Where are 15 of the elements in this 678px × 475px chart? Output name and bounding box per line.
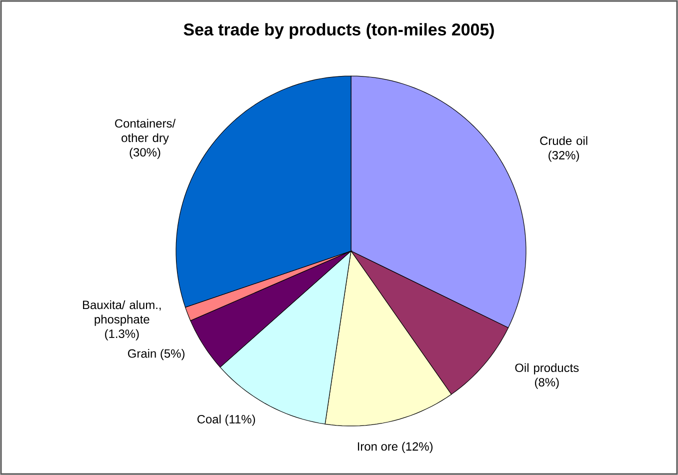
data-label: (11%) (225, 414, 256, 426)
data-label: (8%) (534, 378, 559, 389)
data-label: (32%) (548, 150, 579, 162)
slice-label: Crude oil (540, 136, 588, 145)
slice-label: Coal (197, 414, 221, 424)
data-label: (1.3%) (105, 329, 139, 340)
slice-label: Oil products (515, 363, 579, 374)
data-label: (30%) (130, 148, 160, 159)
data-label: (12%) (402, 442, 433, 454)
slice-label: Bauxita/ alum., phosphate (83, 300, 161, 326)
data-label: (5%) (160, 348, 184, 360)
slice-label: Containers/ other dry (115, 118, 176, 144)
chart-title: Sea trade by products (ton-miles 2005) (184, 23, 494, 39)
slice-label: Grain (128, 348, 156, 358)
slice-label: Iron ore (358, 442, 398, 451)
